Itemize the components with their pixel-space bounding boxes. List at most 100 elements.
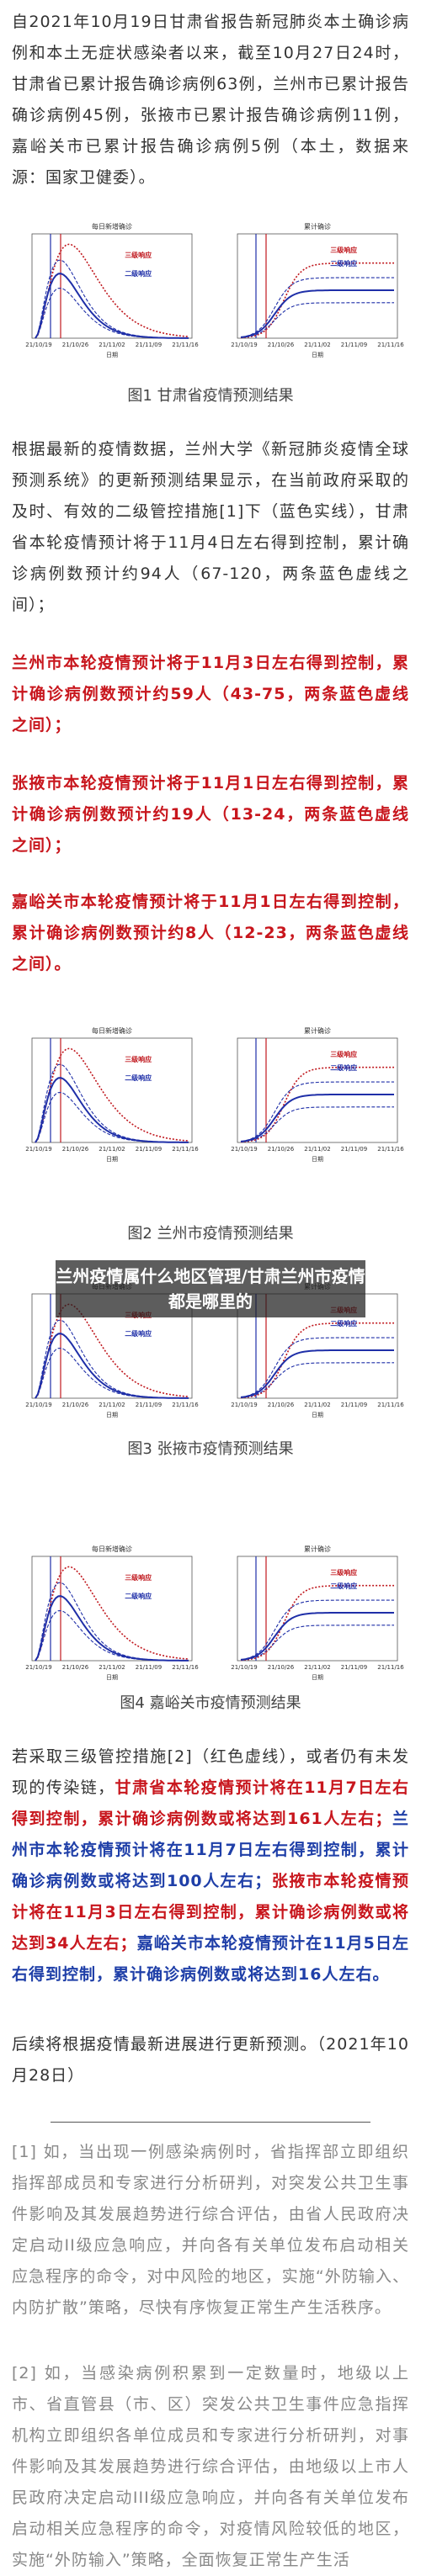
x-tick-label: 21/11/02 <box>304 342 330 348</box>
x-tick-label: 21/11/02 <box>99 342 125 348</box>
curve <box>240 1599 394 1661</box>
x-tick-label: 21/11/16 <box>172 342 199 348</box>
intro: 自2021年10月19日甘肃省报告新冠肺炎本土确诊病例和本土无症状感染者以来，截… <box>12 13 409 187</box>
x-tick-label: 21/10/19 <box>25 1402 51 1408</box>
scenario-segment: 嘉峪关市本轮疫情预计在11月5日左右得到控制，累计确诊病例数或将达到16人左右。 <box>12 1934 409 1984</box>
x-tick-label: 21/11/16 <box>172 1402 199 1408</box>
separator <box>51 2122 370 2123</box>
x-tick-label: 21/11/09 <box>136 342 162 348</box>
panel-title: 每日新增确诊 <box>92 1026 132 1035</box>
x-tick-label: 21/10/26 <box>268 1664 295 1671</box>
x-tick-label: 21/11/02 <box>304 1146 330 1153</box>
curve <box>35 1333 189 1399</box>
plot-frame <box>237 233 398 339</box>
x-label: 日期 <box>312 1412 323 1418</box>
x-label: 日期 <box>106 1156 118 1163</box>
x-tick-label: 21/10/26 <box>62 342 89 348</box>
x-label: 日期 <box>106 1674 118 1681</box>
x-tick-label: 21/11/09 <box>341 1146 367 1153</box>
city-forecast: 张掖市本轮疫情预计将于11月1日左右得到控制，累计确诊病例数预计约19人（13-… <box>12 774 409 855</box>
legend-label: 三级响应 <box>330 1568 357 1577</box>
curve <box>35 1595 189 1662</box>
forecast: 根据最新的疫情数据，兰州大学《新冠肺炎疫情全球预测系统》的更新预测结果显示，在当… <box>12 440 409 614</box>
curve <box>240 1612 394 1661</box>
curve <box>35 1566 189 1662</box>
figure: 每日新增确诊 21/10/19 21/10/26 21/11/02 21/11/09 21… <box>25 222 404 358</box>
x-label: 日期 <box>312 1156 323 1163</box>
curve <box>35 288 189 339</box>
curve <box>240 277 394 338</box>
plot-frame <box>237 1037 398 1143</box>
x-tick-label: 21/10/19 <box>231 1146 257 1153</box>
curve <box>240 289 394 338</box>
curve <box>35 1303 189 1399</box>
x-tick-label: 21/11/16 <box>377 1664 404 1671</box>
panel-title: 累计确诊 <box>304 222 331 231</box>
caption: 图1 甘肃省疫情预测结果 <box>127 387 294 405</box>
curve <box>240 1625 394 1661</box>
curve <box>35 273 189 339</box>
city-forecast: 嘉峪关市本轮疫情预计将于11月1日左右得到控制，累计确诊病例数预计约8人（12-… <box>12 893 409 973</box>
curve <box>35 1092 189 1143</box>
x-tick-label: 21/10/26 <box>268 1402 295 1408</box>
legend-label: 二级响应 <box>125 1073 152 1082</box>
curve <box>240 1081 394 1142</box>
banner[interactable]: 兰州疫情属什么地区管理/甘肃兰州市疫情都是哪里的 <box>56 1260 365 1317</box>
x-tick-label: 21/11/16 <box>172 1146 199 1153</box>
scenario-segment: 若采取三级管控措施[2]（红色虚线），或者仍有未发现的传染链， <box>12 1747 409 1797</box>
legend-label: 三级响应 <box>125 1055 152 1063</box>
x-tick-label: 21/11/02 <box>99 1402 125 1408</box>
caption: 图4 嘉峪关市疫情预测结果 <box>120 1694 301 1712</box>
legend-label: 二级响应 <box>125 1329 152 1338</box>
x-tick-label: 21/10/19 <box>231 1402 257 1408</box>
x-tick-label: 21/11/09 <box>136 1402 162 1408</box>
curve <box>240 262 394 339</box>
x-tick-label: 21/11/02 <box>99 1146 125 1153</box>
x-label: 日期 <box>312 1674 323 1681</box>
x-tick-label: 21/10/19 <box>25 342 51 348</box>
legend-label: 二级响应 <box>330 1319 357 1328</box>
x-tick-label: 21/11/02 <box>304 1402 330 1408</box>
x-tick-label: 21/11/16 <box>377 1402 404 1408</box>
x-tick-label: 21/11/16 <box>377 1146 404 1153</box>
footnote: [1] 如，当出现一例感染病例时，省指挥部立即组织指挥部成员和专家进行分析研判，… <box>12 2143 409 2317</box>
legend-label: 二级响应 <box>330 1582 357 1590</box>
panel-title: 每日新增确诊 <box>92 222 132 231</box>
caption: 图2 兰州市疫情预测结果 <box>127 1225 294 1243</box>
x-tick-label: 21/11/02 <box>99 1664 125 1671</box>
scenario-segment: 甘肃省本轮疫情预计将在11月7日左右得到控制，累计确诊病例数或将达到161人左右… <box>12 1778 409 1828</box>
x-tick-label: 21/10/19 <box>231 1664 257 1671</box>
curve <box>35 1077 189 1143</box>
x-label: 日期 <box>312 352 323 358</box>
curve <box>35 1047 189 1143</box>
x-tick-label: 21/10/26 <box>268 342 295 348</box>
curve <box>240 1337 394 1398</box>
legend-label: 二级响应 <box>125 269 152 278</box>
scenario-segment: 张掖市本轮疫情预计将在11月3日左右得到控制，累计确诊病例数或将达到34人左右； <box>12 1872 409 1953</box>
plot-frame <box>31 1556 193 1662</box>
figure: 每日新增确诊 21/10/19 21/10/26 21/11/02 21/11/09 21… <box>25 1545 404 1681</box>
x-tick-label: 21/10/19 <box>25 1146 51 1153</box>
x-tick-label: 21/11/09 <box>136 1664 162 1671</box>
curve <box>240 1066 394 1143</box>
figure: 每日新增确诊 21/10/19 21/10/26 21/11/02 21/11/09 21… <box>25 1026 404 1163</box>
legend-label: 二级响应 <box>125 1592 152 1600</box>
x-tick-label: 21/10/19 <box>25 1664 51 1671</box>
x-tick-label: 21/11/09 <box>341 1402 367 1408</box>
x-tick-label: 21/10/26 <box>62 1146 89 1153</box>
curve <box>35 1610 189 1662</box>
scenario: 若采取三级管控措施[2]（红色虚线），或者仍有未发现的传染链，甘肃省本轮疫情预计… <box>12 1741 409 1990</box>
x-tick-label: 21/10/26 <box>62 1664 89 1671</box>
curve <box>240 1584 394 1662</box>
plot-frame <box>31 1037 193 1143</box>
x-tick-label: 21/10/19 <box>231 342 257 348</box>
x-label: 日期 <box>106 1412 118 1418</box>
x-tick-label: 21/11/09 <box>341 342 367 348</box>
city-forecast: 兰州市本轮疫情预计将于11月3日左右得到控制，累计确诊病例数预计约59人（43-… <box>12 654 409 734</box>
curve <box>35 243 189 339</box>
panel-title: 累计确诊 <box>304 1026 331 1035</box>
x-tick-label: 21/10/26 <box>268 1146 295 1153</box>
x-tick-label: 21/11/09 <box>341 1664 367 1671</box>
x-tick-label: 21/11/16 <box>377 342 404 348</box>
